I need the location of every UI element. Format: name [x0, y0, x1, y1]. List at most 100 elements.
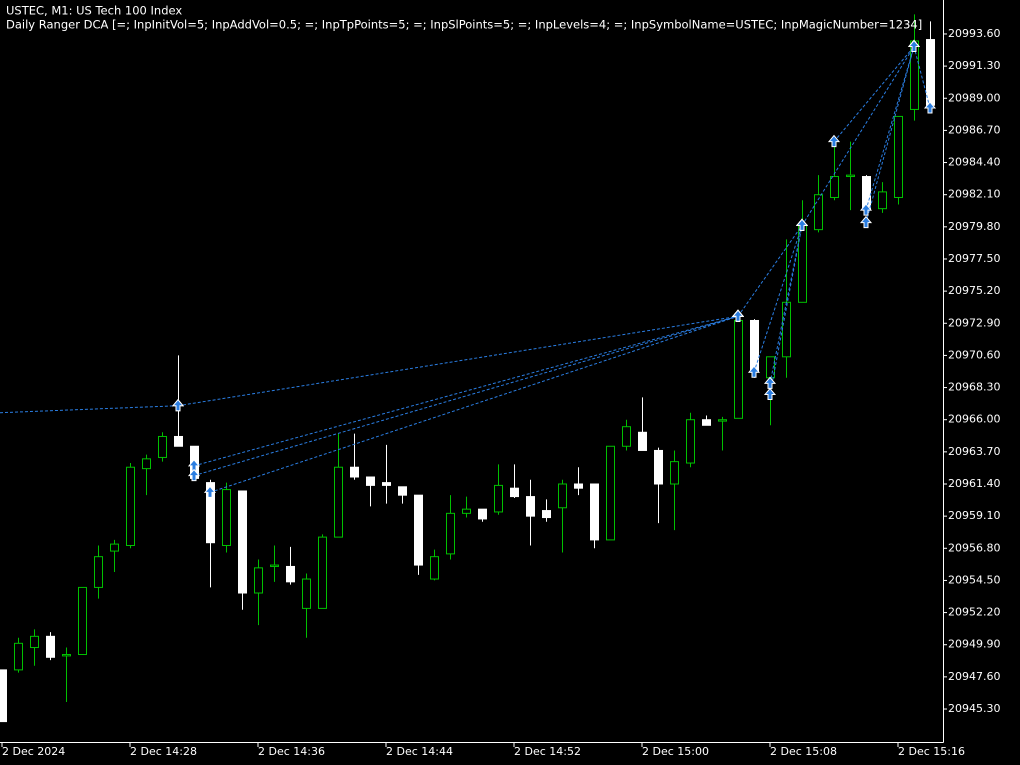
candle-body — [574, 483, 583, 489]
candle-body — [126, 466, 135, 546]
trade-line — [865, 46, 915, 211]
candle-body — [558, 483, 567, 509]
candle-body — [302, 578, 311, 609]
trade-entry — [859, 215, 873, 229]
candle-body — [14, 642, 23, 671]
candle-body — [398, 486, 407, 496]
candle-body — [542, 510, 551, 519]
candle-body — [510, 487, 519, 498]
y-tick-label: 20993.60 — [948, 27, 1001, 40]
x-tick-label: 2 Dec 14:36 — [258, 745, 325, 758]
candle-body — [638, 431, 647, 451]
trade-entry — [907, 39, 921, 53]
y-tick-label: 20947.60 — [948, 670, 1001, 683]
y-tick-label: 20979.80 — [948, 220, 1001, 233]
candle-body — [78, 586, 87, 656]
y-tick-label: 20956.80 — [948, 541, 1001, 554]
candle-body — [94, 556, 103, 588]
candle-body — [590, 483, 599, 541]
candle-body — [286, 565, 295, 583]
trade-line — [865, 46, 915, 223]
candle-body — [206, 482, 215, 544]
candle-body — [686, 419, 695, 464]
candle-body — [158, 435, 167, 458]
chart-title: USTEC, M1: US Tech 100 Index — [6, 4, 182, 18]
candle-body — [718, 419, 727, 422]
x-tick-label: 2 Dec 15:16 — [898, 745, 965, 758]
candle-body — [926, 39, 935, 106]
candle-body — [46, 635, 55, 658]
x-tick-label: 2 Dec 15:00 — [642, 745, 709, 758]
candle-body — [414, 494, 423, 566]
y-tick-label: 20984.40 — [948, 156, 1001, 169]
trade-line — [209, 315, 739, 493]
chart-subtitle: Daily Ranger DCA [=; InpInitVol=5; InpAd… — [6, 18, 922, 32]
candle-body — [750, 319, 759, 373]
candle-body — [894, 115, 903, 198]
candle-body — [110, 543, 119, 552]
trade-entry — [203, 485, 217, 498]
candle-body — [478, 508, 487, 520]
trade-line — [801, 46, 915, 226]
trade-line — [913, 46, 931, 109]
candle-body — [334, 466, 343, 538]
y-tick-label: 20966.00 — [948, 413, 1001, 426]
y-tick-label: 20975.20 — [948, 284, 1001, 297]
y-tick-label: 20986.70 — [948, 123, 1001, 136]
candle-body — [350, 466, 359, 478]
trade-entry — [763, 387, 777, 401]
candle-body — [382, 482, 391, 486]
x-tick-label: 2 Dec 15:08 — [770, 745, 837, 758]
candle-body — [606, 445, 615, 541]
y-tick-label: 20991.30 — [948, 59, 1001, 72]
trade-line — [769, 225, 803, 395]
candle-body — [654, 449, 663, 485]
candle-body — [238, 490, 247, 594]
candle-body — [846, 174, 855, 178]
x-tick-label: 2 Dec 14:28 — [130, 745, 197, 758]
trade-entry — [171, 398, 185, 412]
trade-line — [737, 225, 803, 317]
candle-body — [462, 508, 471, 514]
candle-body — [526, 496, 535, 517]
y-tick-label: 20968.30 — [948, 381, 1001, 394]
y-tick-label: 20972.90 — [948, 316, 1001, 329]
trade-line — [193, 315, 739, 467]
trade-entry — [731, 309, 745, 322]
candle-body — [30, 635, 39, 649]
candle-body — [814, 194, 823, 231]
candle-body — [430, 556, 439, 580]
x-tick-label: 2 Dec 14:52 — [514, 745, 581, 758]
trade-entry — [859, 203, 873, 216]
y-tick-label: 20949.90 — [948, 638, 1001, 651]
candle-body — [830, 176, 839, 198]
y-tick-label: 20977.50 — [948, 252, 1001, 265]
trade-entry — [795, 218, 809, 231]
y-tick-label: 20959.10 — [948, 509, 1001, 522]
candle-body — [702, 419, 711, 426]
x-tick-label: 2 Dec 2024 — [2, 745, 65, 758]
candle-body — [734, 319, 743, 419]
candle-body — [878, 191, 887, 210]
candle-body — [254, 567, 263, 594]
trade-line — [833, 46, 915, 142]
candle-body — [318, 536, 327, 609]
candle-body — [670, 461, 679, 485]
y-tick-label: 20982.10 — [948, 188, 1001, 201]
y-tick-label: 20945.30 — [948, 702, 1001, 715]
trade-line — [177, 315, 739, 407]
trade-line — [753, 225, 803, 373]
y-tick-label: 20989.00 — [948, 91, 1001, 104]
candle-body — [366, 476, 375, 486]
x-tick-label: 2 Dec 14:44 — [386, 745, 453, 758]
trade-entry — [187, 468, 201, 482]
y-tick-label: 20963.70 — [948, 445, 1001, 458]
candle-body — [222, 489, 231, 546]
trade-entry — [827, 134, 841, 148]
candle-body — [446, 512, 455, 555]
candle-body — [174, 435, 183, 447]
plot-area — [0, 14, 937, 723]
